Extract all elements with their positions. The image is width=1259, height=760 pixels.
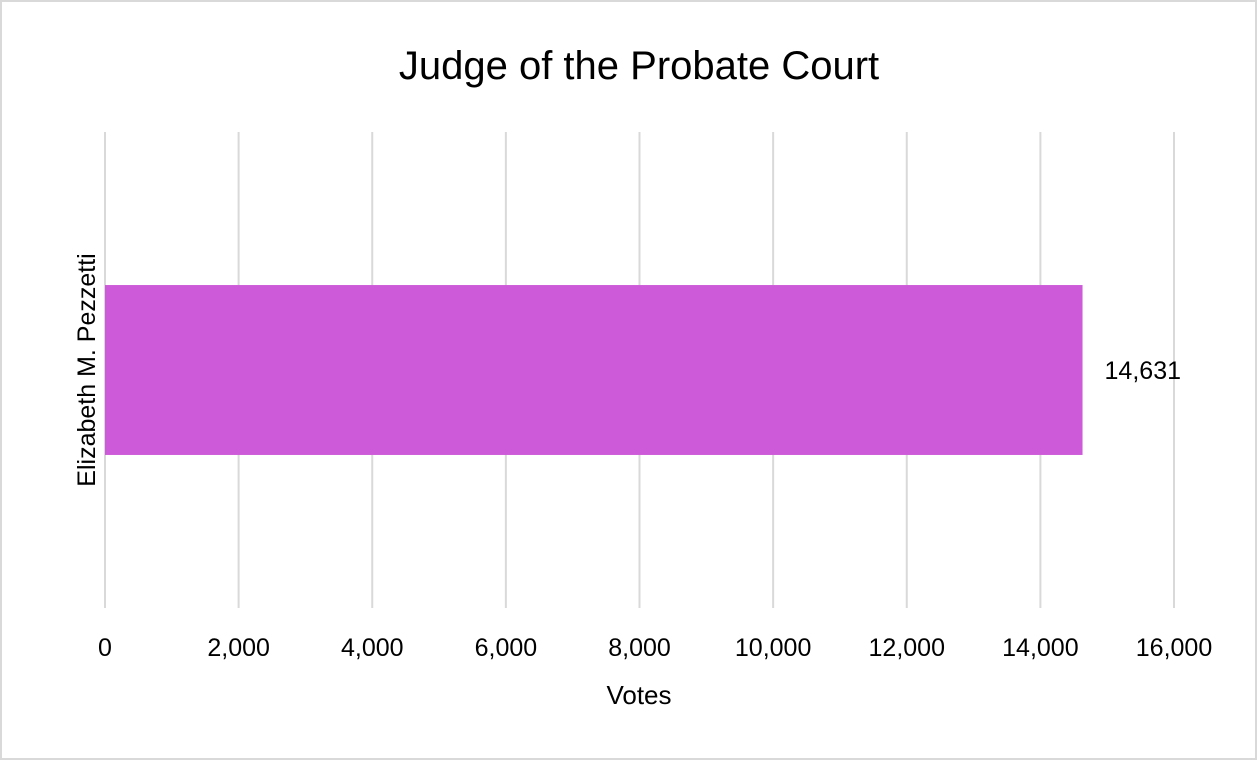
data-labels: 14,631 (1105, 357, 1181, 385)
x-tick-label: 2,000 (207, 634, 270, 662)
x-tick-label: 8,000 (608, 634, 671, 662)
bar-chart: Judge of the Probate Court 14,631 0 2,000… (73, 44, 1212, 710)
bars (105, 285, 1083, 455)
x-tick-label: 4,000 (341, 634, 404, 662)
x-tick-label: 16,000 (1136, 634, 1212, 662)
chart-title: Judge of the Probate Court (399, 44, 879, 88)
y-category-label: Elizabeth M. Pezzetti (73, 253, 101, 486)
x-tick-label: 14,000 (1002, 634, 1078, 662)
x-tick-label: 12,000 (869, 634, 945, 662)
bar (105, 285, 1083, 455)
data-label: 14,631 (1105, 357, 1181, 385)
y-axis-category-labels: Elizabeth M. Pezzetti (73, 253, 101, 486)
x-axis-ticks: 0 2,000 4,000 6,000 8,000 10,000 12,000 14,000 1… (98, 634, 1212, 662)
x-axis-title: Votes (606, 680, 671, 710)
x-tick-label: 6,000 (475, 634, 538, 662)
x-tick-label: 0 (98, 634, 112, 662)
x-tick-label: 10,000 (735, 634, 811, 662)
